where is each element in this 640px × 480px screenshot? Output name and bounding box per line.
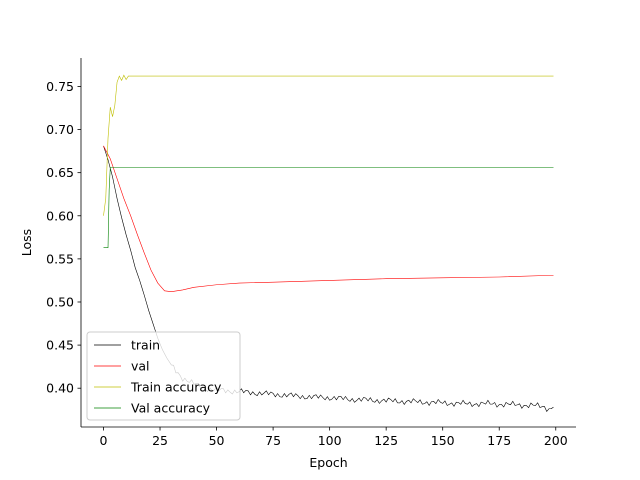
y-tick-label: 0.55 <box>46 251 74 266</box>
y-tick-label: 0.45 <box>46 338 74 353</box>
legend-label: train <box>131 338 160 353</box>
legend-label: Train accuracy <box>130 380 222 395</box>
x-tick-label: 0 <box>100 433 108 448</box>
y-tick-label: 0.40 <box>46 381 74 396</box>
y-tick-label: 0.75 <box>46 79 74 94</box>
legend-label: Val accuracy <box>131 401 211 416</box>
x-tick-label: 100 <box>318 433 342 448</box>
x-tick-label: 75 <box>265 433 281 448</box>
y-ticks: 0.40 0.45 0.50 0.55 0.60 0.65 0.70 0.75 <box>46 79 81 396</box>
x-tick-label: 200 <box>544 433 568 448</box>
x-axis-label: Epoch <box>309 455 347 470</box>
series-line-train-accuracy <box>103 74 554 216</box>
x-tick-label: 125 <box>374 433 398 448</box>
x-tick-label: 175 <box>487 433 511 448</box>
x-tick-label: 50 <box>209 433 225 448</box>
y-tick-label: 0.60 <box>46 208 74 223</box>
series-line-val-accuracy <box>103 167 554 248</box>
y-axis-label: Loss <box>19 229 34 256</box>
x-tick-label: 150 <box>431 433 455 448</box>
legend: train val Train accuracy Val accuracy <box>86 331 241 421</box>
y-tick-label: 0.70 <box>46 122 74 137</box>
x-tick-label: 25 <box>152 433 168 448</box>
y-tick-label: 0.50 <box>46 294 74 309</box>
legend-box <box>86 331 241 421</box>
series-line-val <box>103 145 554 292</box>
y-tick-label: 0.65 <box>46 165 74 180</box>
x-ticks: 0 25 50 75 100 125 150 175 200 <box>100 427 568 448</box>
legend-label: val <box>131 359 150 374</box>
